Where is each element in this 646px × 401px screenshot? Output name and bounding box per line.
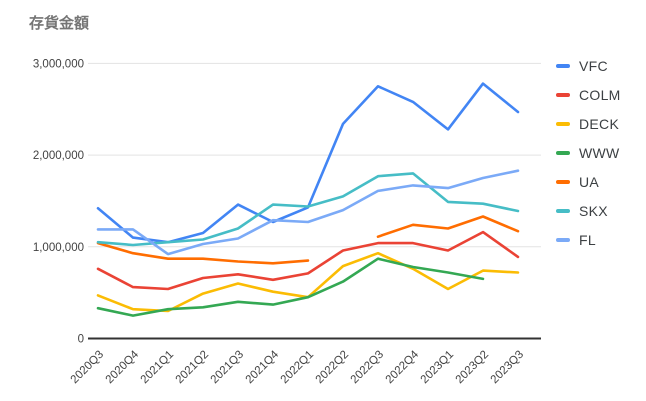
series-line-UA bbox=[96, 215, 520, 265]
legend-label: COLM bbox=[579, 86, 621, 103]
series-line-COLM bbox=[96, 230, 520, 291]
legend-item-FL[interactable]: FL bbox=[556, 225, 621, 254]
series-line-SKX bbox=[96, 172, 520, 247]
y-axis-tick-label: 1,000,000 bbox=[33, 242, 84, 254]
x-axis-tick-label: 2023Q1 bbox=[419, 349, 456, 386]
legend-label: WWW bbox=[579, 144, 620, 161]
series-line-VFC bbox=[96, 82, 520, 244]
y-axis-tick-label: 3,000,000 bbox=[33, 58, 84, 70]
legend-swatch-FL bbox=[556, 237, 570, 242]
legend-label: SKX bbox=[579, 202, 608, 219]
series-line-FL bbox=[96, 169, 520, 256]
legend-swatch-COLM bbox=[556, 92, 570, 97]
chart-legend: VFC COLM DECK WWW UA SKX FL bbox=[556, 51, 621, 254]
y-axis-tick-label: 2,000,000 bbox=[33, 150, 84, 162]
legend-label: UA bbox=[579, 173, 600, 190]
x-axis-tick-label: 2020Q4 bbox=[104, 348, 142, 386]
legend-swatch-WWW bbox=[556, 150, 570, 155]
legend-label: FL bbox=[579, 231, 596, 248]
legend-swatch-VFC bbox=[556, 63, 570, 68]
x-axis-tick-label: 2021Q2 bbox=[174, 349, 211, 386]
legend-swatch-UA bbox=[556, 179, 570, 184]
x-axis-tick-label: 2022Q2 bbox=[314, 349, 351, 386]
series-line-WWW bbox=[96, 257, 485, 317]
x-axis-tick-label: 2020Q3 bbox=[69, 349, 106, 386]
y-axis-tick-label: 0 bbox=[78, 334, 84, 346]
x-axis-tick-label: 2022Q4 bbox=[384, 348, 422, 386]
legend-item-DECK[interactable]: DECK bbox=[556, 109, 621, 138]
x-axis-tick-label: 2022Q1 bbox=[279, 349, 316, 386]
legend-item-SKX[interactable]: SKX bbox=[556, 196, 621, 225]
x-axis-tick-label: 2023Q2 bbox=[454, 349, 491, 386]
x-axis-tick-label: 2021Q1 bbox=[139, 349, 176, 386]
legend-item-COLM[interactable]: COLM bbox=[556, 80, 621, 109]
legend-item-VFC[interactable]: VFC bbox=[556, 51, 621, 80]
legend-swatch-DECK bbox=[556, 121, 570, 126]
x-axis-tick-label: 2021Q4 bbox=[244, 348, 282, 386]
x-axis-tick-label: 2022Q3 bbox=[349, 349, 386, 386]
legend-item-UA[interactable]: UA bbox=[556, 167, 621, 196]
legend-label: DECK bbox=[579, 115, 620, 132]
legend-label: VFC bbox=[579, 57, 608, 74]
x-axis-tick-label: 2023Q3 bbox=[489, 349, 526, 386]
x-axis-tick-label: 2021Q3 bbox=[209, 349, 246, 386]
legend-item-WWW[interactable]: WWW bbox=[556, 138, 621, 167]
chart-title: 存貨金額 bbox=[29, 15, 90, 32]
legend-swatch-SKX bbox=[556, 208, 570, 213]
